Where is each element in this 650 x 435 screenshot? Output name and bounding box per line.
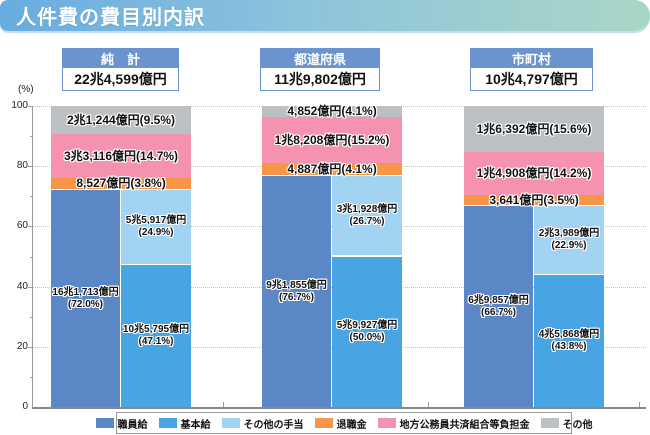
- x-axis-tick: [639, 402, 640, 407]
- y-axis-tick: [30, 376, 33, 378]
- x-axis-tick: [223, 402, 224, 407]
- bar-segment-kihon-0: [121, 265, 191, 407]
- column-header-junkei-total: 22兆4,599億円: [63, 68, 178, 90]
- legend-item-kyosai: 地方公務員共済組合等負担金: [377, 416, 530, 431]
- legend-label-kihon: 基本給: [180, 419, 211, 431]
- bar-label-taishoku-1: 4,887億円(4.1%): [287, 161, 377, 176]
- bar-segment-shokuin-2: [464, 206, 533, 407]
- x-axis-tick: [428, 402, 429, 407]
- legend-swatch-sonota: [540, 418, 559, 428]
- bar-label-teate-1: 3兆1,928億円 (26.7%): [336, 203, 398, 227]
- y-axis-tick-label: 60: [16, 220, 28, 232]
- column-header-shichoson-total: 10兆4,797億円: [471, 68, 592, 90]
- bar-segment-shokuin-0: [51, 190, 120, 407]
- column-header-shichoson-name: 市町村: [471, 49, 592, 68]
- y-axis-tick-label: 40: [16, 280, 28, 292]
- y-axis-tick: [30, 196, 33, 198]
- bar-segment-teate-1: [332, 176, 402, 256]
- bar-label-shokuin-0: 16兆1,713億円 (72.0%): [52, 286, 119, 310]
- y-axis-tick-label: 20: [16, 340, 28, 352]
- bar-label-sonota-1: 4,852億円(4.1%): [287, 104, 377, 119]
- bar-label-sonota-2: 1兆6,392億円(15.6%): [476, 121, 592, 136]
- legend-swatch-teate: [221, 418, 240, 428]
- y-axis-tick: [30, 136, 33, 138]
- y-axis-tick: [28, 346, 33, 348]
- bar-label-taishoku-0: 8,527億円(3.8%): [76, 176, 166, 191]
- page-title: 人件費の費目別内訳: [16, 7, 205, 29]
- bar-segment-teate-2: [534, 206, 604, 275]
- bar-label-kihon-2: 4兆5,868億円 (43.8%): [538, 329, 600, 353]
- bar-label-shokuin-1: 9兆1,855億円 (76.7%): [266, 279, 327, 303]
- legend-item-kihon: 基本給: [158, 416, 211, 431]
- bar-segment-sonota-1: [262, 106, 402, 118]
- column-header-junkei: 純 計 22兆4,599億円: [62, 48, 179, 91]
- page-title-banner: 人件費の費目別内訳: [0, 0, 650, 31]
- bar-segment-kyosai-0: [51, 133, 191, 178]
- plot-area: 2兆1,244億円(9.5%) 3兆3,116億円(14.7%) 8,527億円(3…: [28, 104, 646, 409]
- legend-swatch-shokuin: [95, 418, 114, 428]
- legend-label-teate: その他の手当: [243, 419, 304, 431]
- bar-label-shokuin-2: 6兆9,857億円 (66.7%): [468, 294, 529, 318]
- legend-swatch-kihon: [158, 418, 177, 428]
- bar-segment-shokuin-1: [262, 176, 331, 407]
- bar-segment-kyosai-1: [262, 117, 402, 163]
- bar-label-kyosai-0: 3兆3,116億円(14.7%): [63, 148, 179, 163]
- column-header-shichoson: 市町村 10兆4,797億円: [470, 48, 593, 91]
- bar-segment-teate-0: [121, 190, 191, 265]
- bar-label-kyosai-1: 1兆8,208億円(15.2%): [274, 132, 390, 147]
- column-header-todofuken-name: 都道府県: [261, 49, 379, 68]
- bar-segment-sonota-0: [51, 106, 191, 134]
- legend-label-taishoku: 退職金: [336, 419, 367, 431]
- bar-segment-kyosai-2: [464, 151, 604, 195]
- bar-label-kihon-0: 10兆5,795億円 (47.1%): [122, 324, 190, 348]
- y-axis-tick: [28, 166, 33, 168]
- legend-item-shokuin: 職員給: [95, 416, 148, 431]
- legend-item-sonota: その他: [540, 416, 593, 431]
- bar-label-taishoku-2: 3,641億円(3.5%): [489, 192, 579, 207]
- y-axis-tick: [30, 316, 33, 318]
- bar-segment-sonota-2: [464, 106, 604, 152]
- legend: 職員給 基本給 その他の手当 退職金 地方公務員共済組合等負担金 その他: [95, 412, 593, 434]
- bar-label-teate-2: 2兆3,989億円 (22.9%): [538, 228, 600, 252]
- column-header-junkei-name: 純 計: [63, 49, 178, 68]
- y-axis-tick: [28, 286, 33, 288]
- legend-label-sonota: その他: [562, 419, 593, 431]
- legend-label-shokuin: 職員給: [117, 419, 148, 431]
- bar-segment-kihon-2: [534, 275, 604, 407]
- legend-swatch-kyosai: [377, 418, 396, 428]
- bar-label-teate-0: 5兆5,917億円 (24.9%): [125, 215, 187, 239]
- bar-label-kyosai-2: 1兆4,908億円(14.2%): [476, 166, 592, 181]
- y-axis-tick: [28, 106, 33, 107]
- legend-label-kyosai: 地方公務員共済組合等負担金: [399, 419, 530, 431]
- bar-segment-taishoku-0: [51, 177, 191, 190]
- bar-label-sonota-0: 2兆1,244億円(9.5%): [66, 112, 176, 127]
- y-axis-tick: [30, 256, 33, 258]
- y-axis-tick-label: 100: [11, 100, 28, 111]
- bar-segment-taishoku-2: [464, 194, 604, 206]
- bar-label-kihon-1: 5兆9,927億円 (50.0%): [336, 319, 398, 343]
- legend-item-taishoku: 退職金: [314, 416, 367, 431]
- legend-item-teate: その他の手当: [221, 416, 304, 431]
- y-axis-tick: [28, 226, 33, 228]
- column-header-todofuken: 都道府県 11兆9,802億円: [260, 48, 380, 91]
- column-header-todofuken-total: 11兆9,802億円: [261, 68, 379, 90]
- bar-segment-kihon-1: [332, 256, 402, 407]
- y-axis-tick-label: 0: [22, 401, 28, 412]
- legend-swatch-taishoku: [314, 418, 333, 428]
- y-axis-unit-label: (%): [18, 84, 34, 95]
- bar-segment-taishoku-1: [262, 162, 402, 176]
- y-axis-tick-label: 80: [16, 160, 28, 172]
